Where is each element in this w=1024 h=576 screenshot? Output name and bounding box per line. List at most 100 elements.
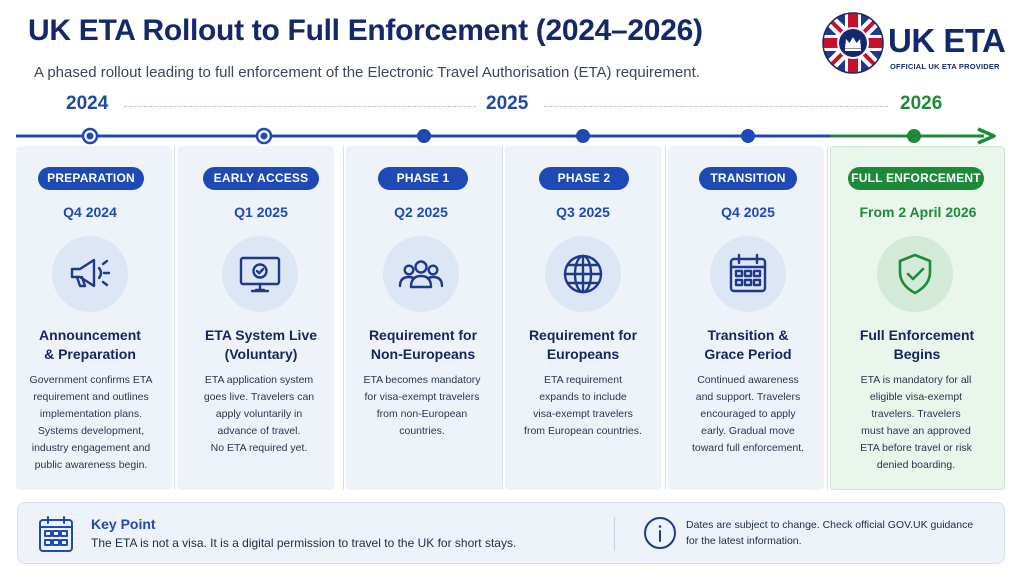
people-group-icon (398, 260, 444, 289)
phase-heading-line: ETA System Live (204, 327, 318, 343)
year-label: 2025 (486, 93, 529, 114)
phase-description-line: ETA becomes mandatory (363, 374, 481, 386)
phase-card-final (830, 146, 1005, 490)
phase-description-line: toward full enforcement. (691, 442, 805, 454)
phase-icon-circle (222, 236, 298, 312)
phase-card (346, 146, 502, 490)
phase-heading-line: Announcement (39, 327, 141, 343)
phase-description-line: from European countries. (524, 425, 642, 437)
phase-description-line: advance of travel. (217, 425, 301, 437)
logo-tagline: OFFICIAL UK ETA PROVIDER (890, 62, 1000, 71)
key-point-title: Key Point (91, 516, 156, 532)
phase-card (668, 146, 824, 490)
phase-description-line: from non-European (376, 408, 468, 420)
phase-icon-circle (877, 236, 953, 312)
phase-description: ETA is mandatory for all eligible visa-e… (841, 372, 991, 474)
page-title: UK ETA Rollout to Full Enforcement (2024… (28, 14, 703, 47)
phase-description-line: Systems development, (37, 425, 145, 437)
logo-brand: UK ETA (888, 22, 1006, 59)
phase-description-line: public awareness begin. (34, 459, 148, 471)
phase-heading: Transition & Grace Period (663, 326, 833, 364)
phase-description-line: and support. Travelers (695, 391, 801, 403)
key-point-text: The ETA is not a visa. It is a digital p… (91, 536, 517, 550)
timeline-marker (417, 129, 431, 143)
phase-heading-line: Grace Period (704, 346, 792, 362)
phase-heading-line: Requirement for (368, 327, 478, 343)
phase-description-line: visa-exempt travelers (533, 408, 633, 420)
phase-description-line: ETA before travel or risk (860, 442, 972, 454)
phase-description-line: travelers. Travelers (871, 408, 961, 420)
footer-divider (614, 517, 615, 551)
phase-description: Government confirms ETA requirement and … (16, 372, 166, 474)
union-flag-crown-icon (822, 12, 884, 74)
disclaimer-line: for the latest information. (686, 535, 802, 547)
calendar-icon (39, 516, 73, 552)
phase-description: ETA requirement expands to include visa-… (508, 372, 658, 440)
phase-description-line: eligible visa-exempt (869, 391, 963, 403)
phase-description-line: ETA application system (204, 374, 314, 386)
phase-description-line: requirement and outlines (33, 391, 149, 403)
phase-description-line: for visa-exempt travelers (364, 391, 480, 403)
phase-description-line: apply voluntarily in (215, 408, 303, 420)
phase-card (178, 146, 334, 490)
info-icon (644, 517, 676, 549)
phase-divider (827, 146, 828, 490)
timeline-marker (741, 129, 755, 143)
phase-date: From 2 April 2026 (859, 204, 977, 220)
phase-date: Q4 2025 (721, 204, 775, 220)
phase-heading-line: & Preparation (44, 346, 136, 362)
phase-description: ETA becomes mandatory for visa-exempt tr… (347, 372, 497, 440)
phase-description: ETA application system goes live. Travel… (184, 372, 334, 457)
phase-description-line: countries. (399, 425, 445, 437)
disclaimer-note: Dates are subject to change. Check offic… (686, 517, 973, 549)
phase-description-line: expands to include (539, 391, 627, 403)
year-divider (544, 106, 888, 107)
phase-description-line: early. Gradual move (701, 425, 795, 437)
timeline-arrowhead (977, 127, 996, 145)
phase-description-line: implementation plans. (39, 408, 143, 420)
phase-heading-line: Transition & (707, 327, 789, 343)
phase-tag: PHASE 1 (378, 167, 468, 190)
phase-icon-circle (52, 236, 128, 312)
phase-heading: ETA System Live (Voluntary) (176, 326, 346, 364)
phase-tag: TRANSITION (699, 167, 797, 190)
phase-description: Continued awareness and support. Travele… (673, 372, 823, 457)
phase-divider (343, 146, 344, 490)
monitor-check-icon (239, 256, 281, 293)
phase-date: Q3 2025 (556, 204, 610, 220)
phase-card (505, 146, 661, 490)
phase-heading: Requirement for Europeans (498, 326, 668, 364)
phase-heading-line: Begins (893, 346, 941, 362)
year-label: 2024 (66, 93, 109, 114)
year-label: 2026 (900, 93, 943, 114)
timeline-marker (907, 129, 921, 143)
phase-date: Q4 2024 (63, 204, 117, 220)
year-divider (124, 106, 476, 107)
phase-date: Q2 2025 (394, 204, 448, 220)
timeline-marker (255, 127, 273, 145)
phase-divider (502, 146, 503, 490)
phase-description-line: No ETA required yet. (210, 442, 308, 454)
page-subtitle: A phased rollout leading to full enforce… (34, 64, 700, 81)
phase-description-line: encouraged to apply (700, 408, 796, 420)
phase-description-line: Continued awareness (697, 374, 799, 386)
phase-description-line: goes live. Travelers can (203, 391, 315, 403)
phase-heading-line: Requirement for (528, 327, 638, 343)
phase-description-line: industry engagement and (31, 442, 151, 454)
phase-heading-line: Full Enforcement (859, 327, 975, 343)
megaphone-icon (70, 258, 111, 288)
phase-heading: Announcement & Preparation (5, 326, 175, 364)
phase-icon-circle (545, 236, 621, 312)
eta-logo: UK ETA OFFICIAL UK ETA PROVIDER (822, 12, 1012, 74)
phase-tag: PREPARATION (38, 167, 144, 190)
phase-card (16, 146, 172, 490)
timeline-bar (16, 127, 996, 145)
phase-tag: EARLY ACCESS (203, 167, 319, 190)
phase-icon-circle (383, 236, 459, 312)
phase-heading-line: Non-Europeans (370, 346, 476, 362)
phase-tag: FULL ENFORCEMENT (848, 167, 984, 190)
shield-check-icon (898, 253, 932, 295)
phase-description-line: ETA is mandatory for all (860, 374, 972, 386)
phase-heading-line: (Voluntary) (224, 346, 298, 362)
phase-divider (665, 146, 666, 490)
